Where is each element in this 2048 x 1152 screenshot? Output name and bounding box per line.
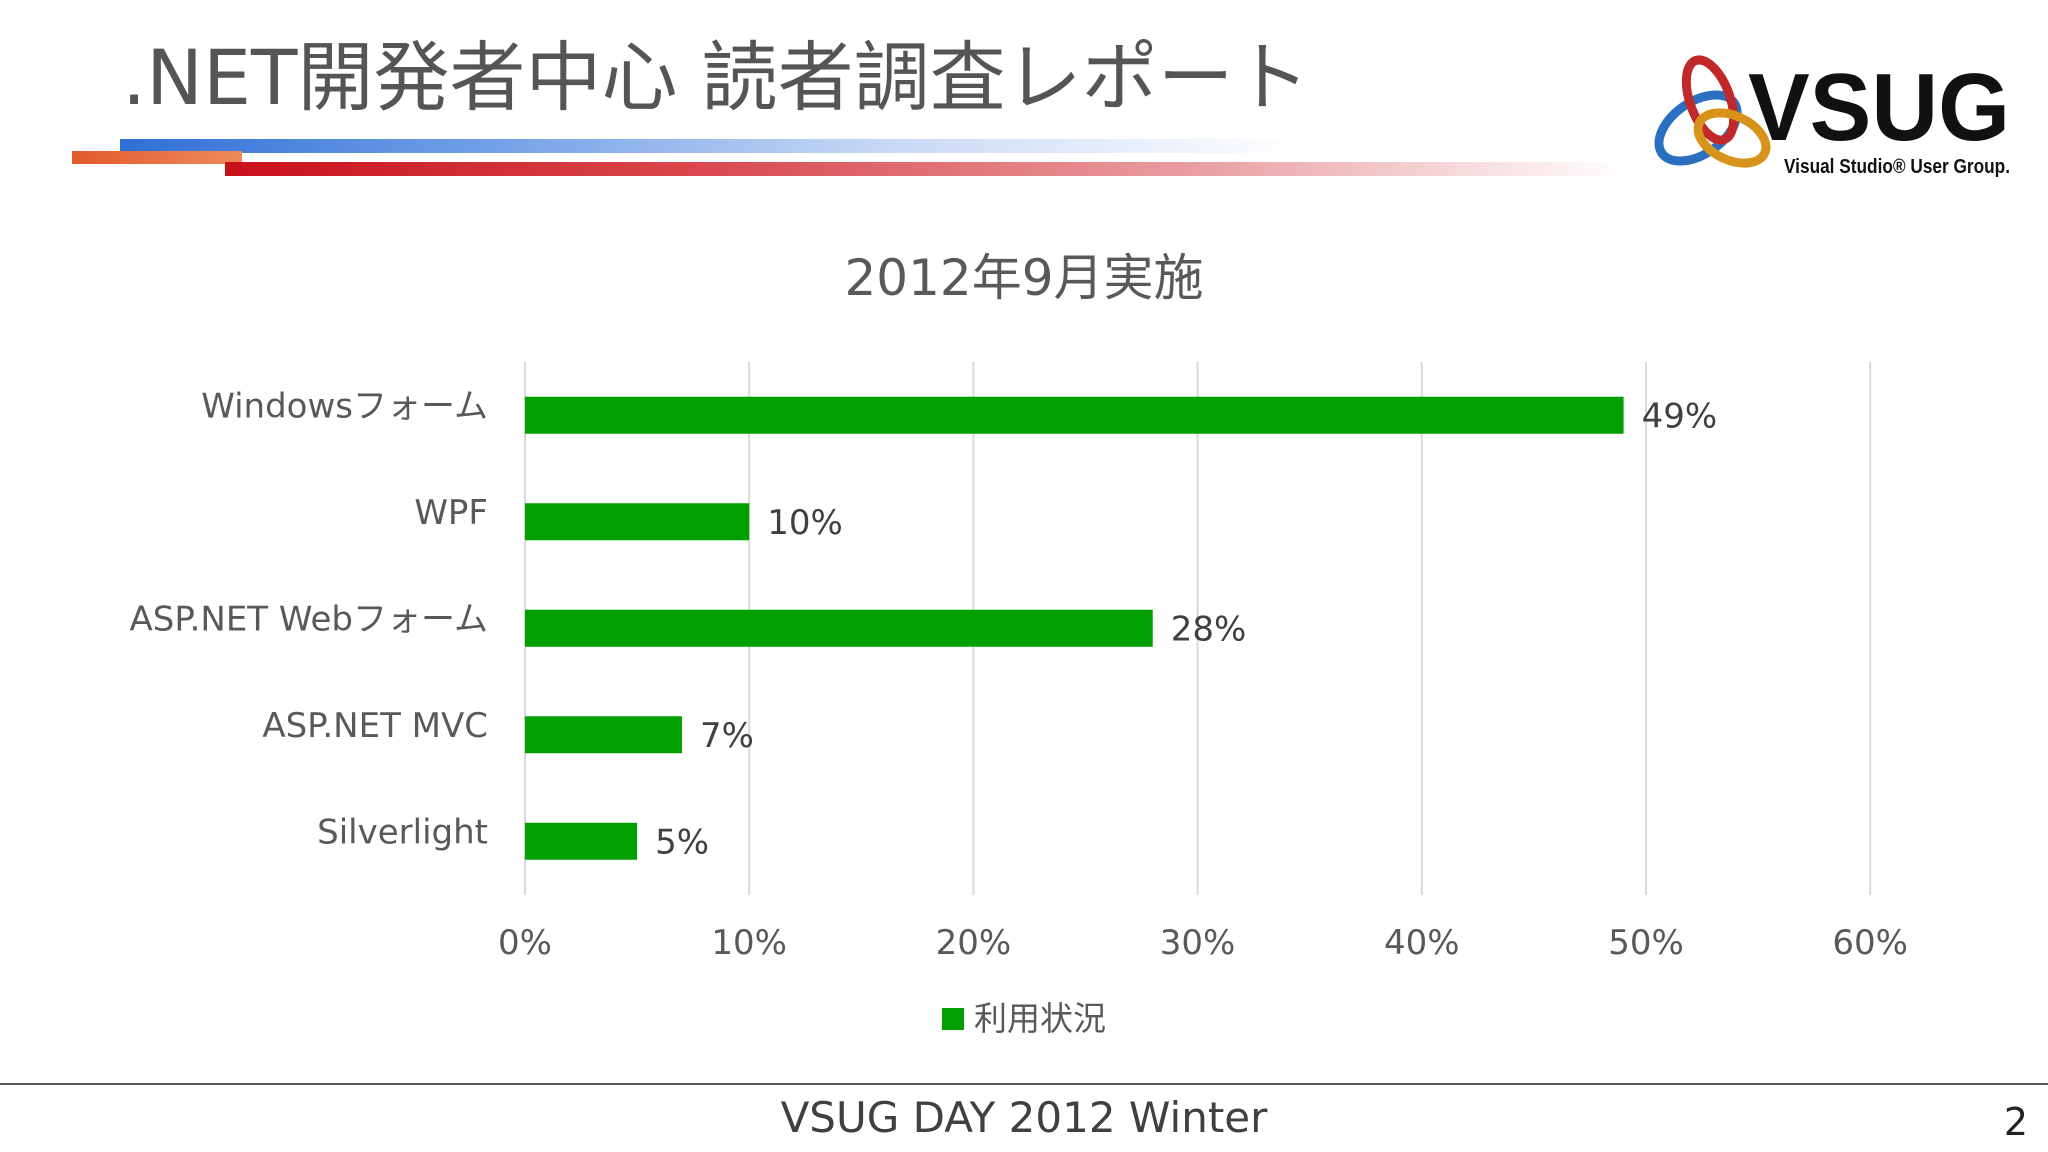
x-tick-label: 20% [936,923,1012,963]
logo-subtitle: Visual Studio® User Group. [1784,156,2010,178]
category-label: WPF [414,493,488,533]
x-tick-label: 30% [1160,923,1236,963]
bar [525,822,638,860]
bar [525,503,750,541]
title-underline-red [225,162,1625,176]
x-tick-label: 60% [1832,923,1908,963]
bar [525,396,1624,434]
x-tick-label: 0% [498,923,552,963]
legend-label: 利用状況 [974,999,1106,1038]
page-number: 2 [2003,1100,2028,1144]
x-tick-label: 40% [1384,923,1460,963]
x-tick-label: 10% [711,923,787,963]
data-label: 10% [767,503,843,543]
data-label: 7% [700,716,754,756]
category-label: ASP.NET Webフォーム [130,599,488,639]
x-tick-label: 50% [1608,923,1684,963]
chart-title: 2012年9月実施 [844,249,1204,307]
legend-swatch [942,1007,964,1030]
page-title: .NET開発者中心 読者調査レポート [122,33,1310,122]
vsug-logo: VSUG Visual Studio® User Group. [1654,54,2010,178]
title-underline-blue [120,139,1300,153]
data-label: 5% [655,822,709,862]
category-label: Windowsフォーム [201,386,488,426]
bar [525,609,1153,647]
category-label: Silverlight [317,812,488,852]
chart-legend: 利用状況 [0,992,2048,1040]
footer-divider [0,1083,2048,1085]
footer-text: VSUG DAY 2012 Winter [780,1093,1268,1142]
bar [525,716,682,754]
bar-chart: 0% 10% 20% 30% 40% 50% 60% Windowsフォーム 49% WPF 10%… [130,362,1908,963]
data-label: 28% [1171,609,1247,649]
title-underline-orange [72,151,242,164]
logo-wordmark: VSUG [1748,54,2010,161]
category-label: ASP.NET MVC [262,706,488,746]
data-label: 49% [1642,396,1718,436]
